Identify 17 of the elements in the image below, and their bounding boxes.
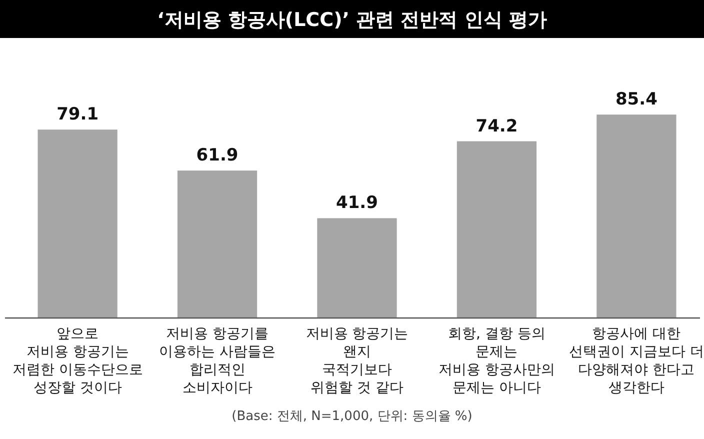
x-tick-label: 앞으로 저비용 항공기는 저렴한 이동수단으로 성장할 것이다 bbox=[12, 326, 143, 396]
bar bbox=[38, 130, 118, 318]
data-label: 85.4 bbox=[615, 90, 658, 110]
chart-title: ‘저비용 항공사(LCC)’ 관련 전반적 인식 평가 bbox=[157, 9, 547, 31]
data-label: 74.2 bbox=[476, 116, 518, 136]
text: (Base: 전체, N=1,000, 단위: 동의율 %) bbox=[232, 409, 472, 424]
x-tick-label: 저비용 항공기를 이용하는 사람들은 합리적인 소비자이다 bbox=[159, 326, 276, 396]
data-label: 41.9 bbox=[336, 193, 378, 214]
x-tick-label: 저비용 항공기는 왠지 국적기보다 위험할 것 같다 bbox=[306, 326, 408, 396]
bar bbox=[596, 114, 676, 318]
bar bbox=[317, 218, 397, 318]
bar bbox=[456, 141, 537, 318]
bar bbox=[177, 170, 258, 318]
data-label: 61.9 bbox=[196, 146, 238, 166]
x-tick-label: 회항, 결항 등의 문제는 저비용 항공사만의 문제는 아니다 bbox=[438, 326, 555, 396]
x-tick-label: 항공사에 대한 선택권이 지금보다 더 다양해져야 한다고 생각한다 bbox=[568, 326, 704, 396]
data-label: 79.1 bbox=[56, 104, 99, 125]
